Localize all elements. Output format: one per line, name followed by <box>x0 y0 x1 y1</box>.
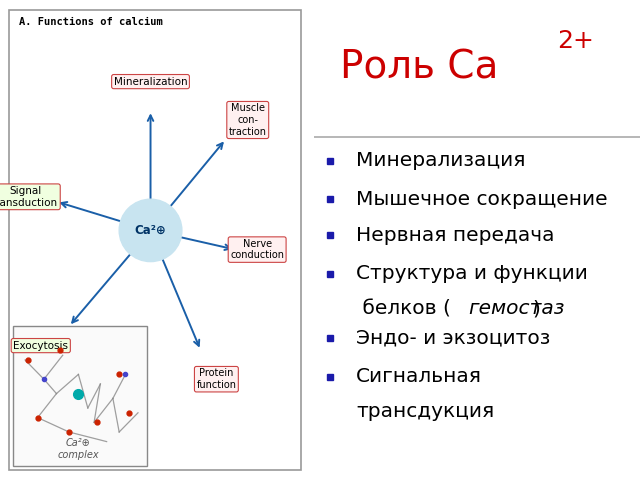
Text: Мышечное сокращение: Мышечное сокращение <box>356 190 607 209</box>
Text: Protein
function: Protein function <box>196 369 236 390</box>
FancyBboxPatch shape <box>10 10 301 470</box>
Text: Exocytosis: Exocytosis <box>13 341 68 350</box>
FancyBboxPatch shape <box>13 326 147 466</box>
Text: ): ) <box>532 299 540 318</box>
Text: трансдукция: трансдукция <box>356 402 494 421</box>
Text: Минерализация: Минерализация <box>356 151 525 170</box>
Text: Muscle
con-
traction: Muscle con- traction <box>228 103 267 137</box>
Text: A. Functions of calcium: A. Functions of calcium <box>19 17 163 27</box>
Text: Эндо- и экзоцитоз: Эндо- и экзоцитоз <box>356 329 550 348</box>
Text: Nerve
conduction: Nerve conduction <box>230 239 284 260</box>
Text: Mineralization: Mineralization <box>114 77 188 86</box>
Text: Нервная передача: Нервная передача <box>356 226 554 245</box>
Text: Ca²⊕
complex: Ca²⊕ complex <box>58 438 99 460</box>
Text: Signal
transduction: Signal transduction <box>0 186 58 207</box>
Text: Роль Ca: Роль Ca <box>340 48 498 86</box>
Ellipse shape <box>119 199 182 262</box>
Text: Структура и функции: Структура и функции <box>356 264 588 283</box>
Text: 2+: 2+ <box>557 29 594 53</box>
Text: белков (: белков ( <box>356 299 451 318</box>
Text: гемостаз: гемостаз <box>468 299 565 318</box>
Text: Сигнальная: Сигнальная <box>356 367 482 386</box>
Text: Ca²⊕: Ca²⊕ <box>134 224 166 237</box>
